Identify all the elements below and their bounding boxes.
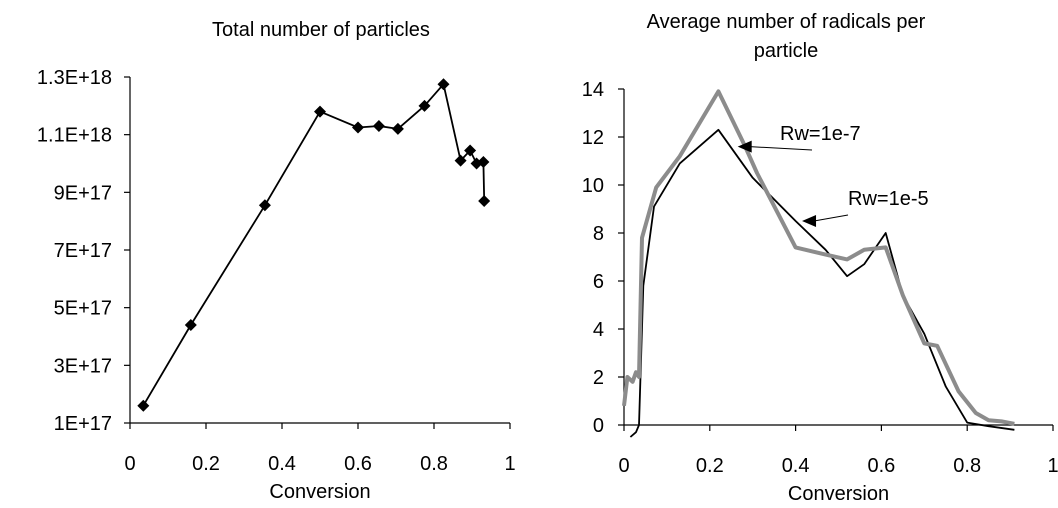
chart1-data-point: [478, 194, 491, 207]
chart1-x-tick-label: 0.2: [192, 453, 220, 475]
chart2-y-tick-label: 2: [593, 367, 604, 389]
chart1-y-tick-label: 1.3E+18: [37, 67, 112, 89]
chart2-y-tick-label: 10: [582, 175, 604, 197]
chart2-annotation-leader: [813, 214, 849, 222]
chart1-y-tick-label: 1E+17: [54, 413, 112, 435]
chart2-y-tick-label: 4: [593, 319, 604, 341]
chart1-x-tick-label: 1: [504, 453, 515, 475]
chart2-title: Average number of radicals per: [647, 11, 926, 33]
chart1-x-tick-label: 0.8: [420, 453, 448, 475]
chart1-x-tick-label: 0: [124, 453, 135, 475]
chart1-data-point: [391, 122, 404, 135]
chart1-x-tick-label: 0.6: [344, 453, 372, 475]
chart2-y-tick-label: 0: [593, 415, 604, 437]
chart1-data-point: [437, 78, 450, 91]
chart1-y-tick-label: 7E+17: [54, 240, 112, 262]
chart2-series-line-1: [629, 128, 1015, 438]
chart2-x-label: Conversion: [788, 483, 889, 505]
chart2-y-tick-label: 6: [593, 271, 604, 293]
chart2-y-tick-label: 14: [582, 79, 604, 101]
chart1-data-point: [314, 105, 326, 118]
chart2-y-tick-label: 8: [593, 223, 604, 245]
chart1-data-point: [454, 154, 467, 167]
chart2-annotation-arrow: [737, 140, 752, 153]
chart2-annotation-label: Rw=1e-5: [848, 188, 929, 210]
chart1-data-point: [137, 399, 150, 412]
chart1-data-point: [464, 144, 477, 157]
chart2-x-tick-label: 1: [1047, 455, 1058, 477]
chart1-x-label: Conversion: [269, 481, 370, 503]
chart1-data-point: [372, 120, 385, 133]
chart2-title: particle: [754, 40, 818, 62]
chart1-x-tick-label: 0.4: [268, 453, 296, 475]
chart1-title: Total number of particles: [212, 19, 430, 41]
chart2-x-tick-label: 0.2: [696, 455, 724, 477]
chart1-data-point: [352, 121, 364, 134]
chart2-annotation-arrow: [802, 215, 817, 227]
chart1-y-tick-label: 5E+17: [54, 298, 112, 320]
chart1-y-tick-label: 1.1E+18: [37, 125, 112, 147]
chart2-y-tick-label: 12: [582, 127, 604, 149]
chart2-x-tick-label: 0.8: [953, 455, 981, 477]
chart1-data-point: [258, 199, 271, 212]
chart2-annotation-label: Rw=1e-7: [780, 123, 861, 145]
chart1-series-line-1: [142, 83, 486, 407]
chart2-annotation-leader: [749, 146, 813, 151]
chart2-x-tick-label: 0.6: [867, 455, 895, 477]
chart2-x-tick-label: 0.4: [782, 455, 810, 477]
chart2-x-tick-label: 0: [618, 455, 629, 477]
chart1-data-point: [418, 99, 431, 112]
chart1-data-point: [477, 156, 490, 169]
chart1-y-tick-label: 3E+17: [54, 355, 112, 377]
chart1-data-point: [184, 318, 197, 331]
chart1-y-tick-label: 9E+17: [54, 182, 112, 204]
chart2-series-line-2: [622, 89, 1015, 426]
